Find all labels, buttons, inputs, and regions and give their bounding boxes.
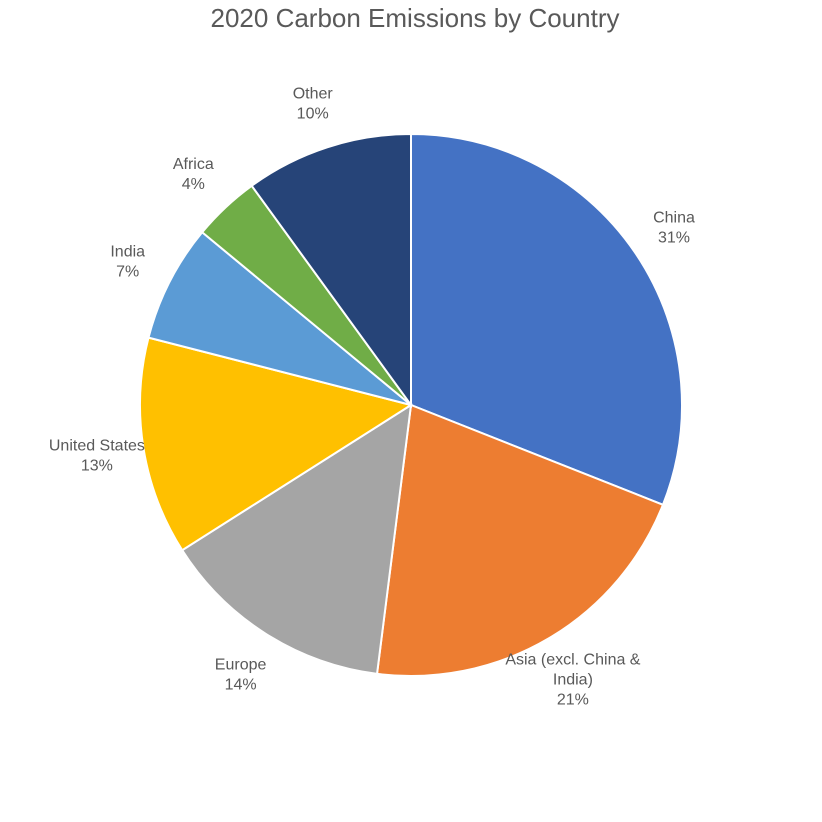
- pie-slice-united-states: [139, 336, 414, 552]
- slice-label: Europe 14%: [215, 657, 267, 694]
- pie-slice-china: [410, 132, 683, 507]
- slice-label: Africa 4%: [173, 156, 214, 193]
- pie-slices: [139, 132, 683, 677]
- pie-slice-india: [147, 230, 412, 406]
- pie-slice-other: [250, 132, 412, 409]
- slice-label: Asia (excl. China & India) 21%: [505, 652, 640, 709]
- pie-labels: China 31% Asia (excl. China & India) 21% Euro…: [49, 86, 695, 709]
- pie-slice-europe: [180, 403, 413, 675]
- slice-label: India 7%: [110, 244, 145, 281]
- pie-slice-asia-excl-china-india: [375, 403, 665, 677]
- slice-label: China 31%: [653, 209, 695, 246]
- chart-title: 2020 Carbon Emissions by Country: [211, 3, 620, 33]
- slice-label: Other 10%: [293, 86, 334, 123]
- slice-label: United States 13%: [49, 438, 145, 475]
